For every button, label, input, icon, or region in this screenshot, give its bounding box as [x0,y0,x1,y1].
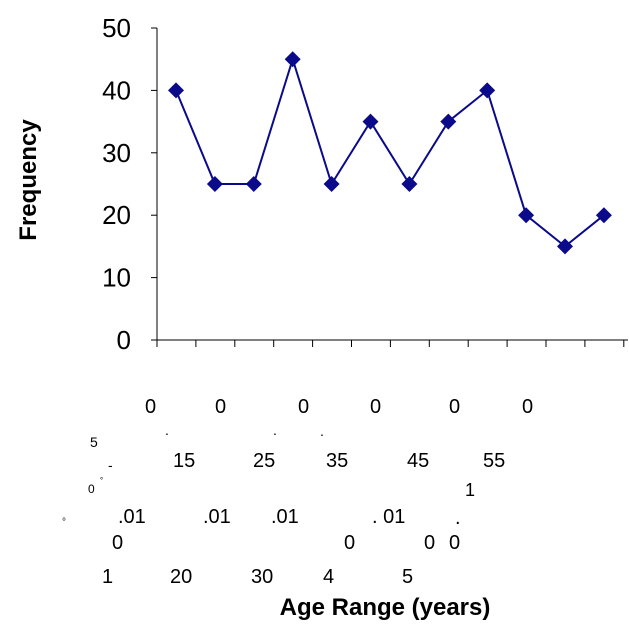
x-tick-label-fragment: .01 [203,506,231,528]
x-tick-label-fragment: . [273,422,277,438]
data-point-marker [206,176,223,192]
y-axis-tick-marks [151,27,157,341]
x-tick-label-fragment: 0 [298,396,310,418]
x-tick-label-fragment: 0 [145,396,157,418]
x-tick-label-fragment: 5 [402,566,414,588]
x-tick-label-fragment: 0 [88,482,95,496]
x-tick-label-fragment: . 01 [372,506,406,528]
x-tick-label-fragment: 0 [215,396,227,418]
x-tick-label-fragment: 4 [323,566,335,588]
y-tick-label: 10 [102,263,131,293]
data-point-marker [323,176,340,192]
data-point-marker [518,207,535,224]
x-tick-label-fragment: 0 [449,532,461,554]
y-tick-label: 0 [117,325,131,355]
y-axis-title: Frequency [15,119,42,241]
x-tick-label-fragment: 20 [170,566,193,588]
data-point-marker [168,82,184,99]
data-point-marker [479,82,496,99]
x-axis-title: Age Range (years) [280,594,491,621]
x-tick-label-fragment: .01 [271,506,299,528]
x-tick-label-fragment: 0 [344,532,356,554]
x-tick-label-fragment: 45 [407,450,430,472]
x-tick-label-fragment: . [165,422,169,438]
x-tick-label-fragment: 15 [173,450,196,472]
x-tick-label-fragment: 0 [370,396,382,418]
x-tick-label-fragment: - [108,457,113,473]
x-tick-label-fragment: 35 [326,450,349,472]
x-tick-label-fragment: 0 [522,396,534,418]
y-tick-label: 20 [102,200,131,230]
x-tick-label-fragment: 55 [483,450,506,472]
data-point-marker [401,176,418,192]
series-line [175,55,605,248]
x-axis-tick-marks [156,340,625,347]
x-tick-label-fragment: ° [62,517,66,528]
x-tick-label-fragment: 30 [251,566,274,588]
x-tick-label-fragment: 5 [90,434,98,450]
data-point-marker [595,207,612,224]
x-tick-label-fragment: . [320,423,324,439]
y-tick-label: 50 [102,13,131,43]
y-tick-label: 30 [102,138,131,168]
data-point-marker [557,238,573,255]
data-point-marker [440,113,457,130]
x-tick-label-fragment: 1 [465,480,476,500]
x-tick-label-fragment: ° [100,476,104,485]
data-point-marker [245,176,262,192]
x-tick-label-fragment: .01 [118,506,146,528]
x-tick-label-fragment: 1 [102,566,114,588]
y-axis-tick-labels: 0 10 20 30 40 50 [102,13,131,355]
x-tick-label-fragment: 0 [449,396,461,418]
y-tick-label: 40 [102,75,131,105]
data-point-marker [284,51,301,68]
series-markers [168,51,612,255]
x-tick-label-fragment: 25 [253,450,276,472]
x-tick-label-fragment: 0 [112,532,124,554]
x-tick-label-fragment: . [455,507,461,529]
x-tick-label-fragment: 0 [424,532,436,554]
data-point-marker [362,113,379,130]
